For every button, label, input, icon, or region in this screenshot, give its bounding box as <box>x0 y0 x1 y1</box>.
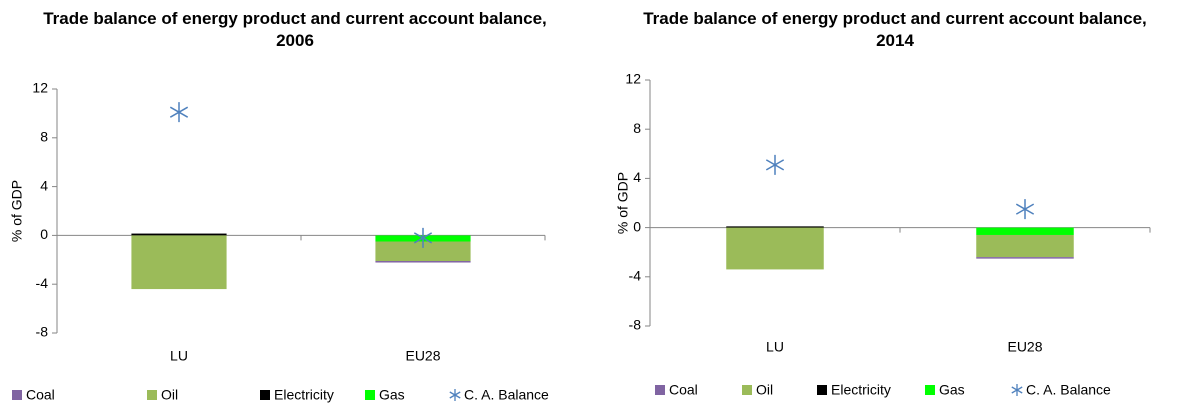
legend-swatch <box>147 390 157 400</box>
y-tick-label: 12 <box>32 80 48 96</box>
legend-swatch <box>12 390 22 400</box>
bar-segment <box>375 261 471 263</box>
bar-segment <box>976 257 1074 259</box>
y-tick-label: 8 <box>40 129 48 145</box>
y-tick-label: 12 <box>625 71 641 87</box>
legend-label: Gas <box>939 382 965 398</box>
y-tick-label: 4 <box>633 169 641 185</box>
legend-swatch <box>742 385 752 395</box>
y-tick-label: 4 <box>40 177 48 193</box>
legend-label: Gas <box>379 387 405 403</box>
x-tick-label: EU28 <box>1007 339 1042 355</box>
bar-segment <box>976 227 1074 235</box>
x-tick-label: EU28 <box>405 348 440 364</box>
legend-label: Electricity <box>274 387 334 403</box>
bar-segment <box>375 241 471 262</box>
y-tick-label: 0 <box>40 226 48 242</box>
legend-swatch <box>260 390 270 400</box>
y-tick-label: -8 <box>629 317 642 333</box>
y-tick-label: -8 <box>36 324 49 340</box>
y-tick-label: -4 <box>629 268 642 284</box>
y-tick-label: 8 <box>633 120 641 136</box>
legend-label: Oil <box>756 382 773 398</box>
legend-marker <box>449 389 461 401</box>
chart-title: Trade balance of energy product and curr… <box>43 9 547 50</box>
bar-segment <box>976 234 1074 258</box>
y-axis-label: % of GDP <box>9 180 25 242</box>
marker <box>169 102 189 123</box>
y-axis-label: % of GDP <box>615 172 631 234</box>
x-tick-label: LU <box>170 348 188 364</box>
marker <box>1015 199 1035 220</box>
legend-label: C. A. Balance <box>464 387 549 403</box>
legend-label: C. A. Balance <box>1026 382 1111 398</box>
legend-marker <box>1011 384 1023 396</box>
legend-swatch <box>817 385 827 395</box>
legend-label: Coal <box>26 387 55 403</box>
legend-label: Electricity <box>831 382 891 398</box>
y-tick-label: -4 <box>36 275 49 291</box>
x-tick-label: LU <box>766 339 784 355</box>
legend-swatch <box>925 385 935 395</box>
legend-swatch <box>655 385 665 395</box>
y-tick-label: 0 <box>633 218 641 234</box>
marker <box>765 154 785 175</box>
marker <box>413 227 433 248</box>
legend-label: Coal <box>669 382 698 398</box>
chart-title: Trade balance of energy product and curr… <box>643 9 1147 50</box>
bar-segment <box>131 235 227 290</box>
bar-segment <box>726 226 824 228</box>
legend-swatch <box>365 390 375 400</box>
legend-label: Oil <box>161 387 178 403</box>
bar-segment <box>131 233 227 236</box>
bar-segment <box>726 227 824 270</box>
